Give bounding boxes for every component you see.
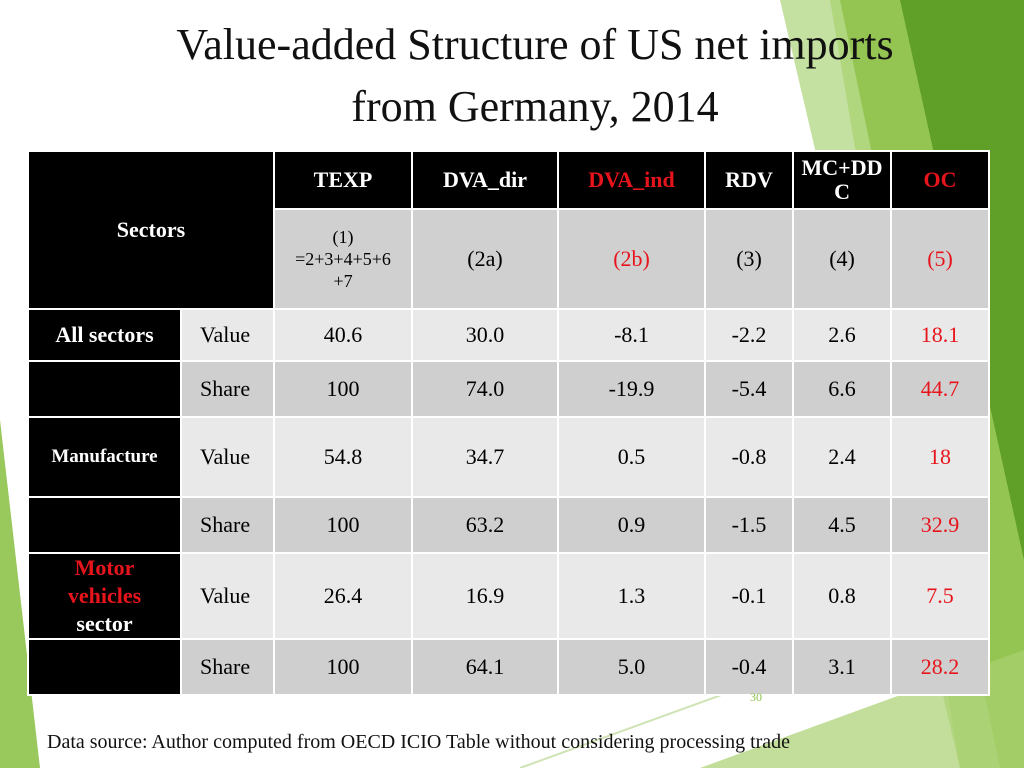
formula-texp: (1) =2+3+4+5+6 +7 bbox=[273, 208, 414, 310]
cell-texp: 100 bbox=[273, 496, 414, 554]
cell-rdv: -2.2 bbox=[704, 308, 795, 362]
formula-mcddc: (4) bbox=[792, 208, 893, 310]
header-oc: OC bbox=[890, 150, 991, 210]
table-row: Share 100 63.2 0.9 -1.5 4.5 32.9 bbox=[27, 496, 991, 554]
cell-rdv: -0.4 bbox=[704, 638, 795, 696]
header-rdv: RDV bbox=[704, 150, 795, 210]
cell-texp: 54.8 bbox=[273, 416, 414, 498]
table-row: Manufacture Value 54.8 34.7 0.5 -0.8 2.4… bbox=[27, 416, 991, 498]
cell-oc: 7.5 bbox=[890, 552, 991, 640]
source-note: Data source: Author computed from OECD I… bbox=[47, 731, 791, 753]
cell-texp: 26.4 bbox=[273, 552, 414, 640]
formula-texp-line1: (1) bbox=[332, 227, 354, 247]
cell-dva-dir: 34.7 bbox=[411, 416, 560, 498]
cell-mcddc: 2.4 bbox=[792, 416, 893, 498]
sectors-header: Sectors bbox=[26, 150, 276, 310]
formula-texp-line3: +7 bbox=[333, 271, 353, 291]
cell-dva-ind: 0.5 bbox=[557, 416, 707, 498]
cell-dva-ind: 1.3 bbox=[557, 552, 707, 640]
row-kind: Value bbox=[179, 416, 276, 498]
formula-dva-dir: (2a) bbox=[411, 208, 560, 310]
table-row: Motor vehicles sector Value 26.4 16.9 1.… bbox=[27, 552, 991, 640]
header-mcddc-part2: C bbox=[834, 179, 850, 204]
page-number: 30 bbox=[750, 690, 762, 704]
cell-dva-ind: -19.9 bbox=[557, 360, 707, 418]
cell-texp: 100 bbox=[273, 638, 414, 696]
cell-dva-dir: 63.2 bbox=[411, 496, 560, 554]
cell-oc: 18 bbox=[890, 416, 991, 498]
header-dva-ind: DVA_ind bbox=[557, 150, 707, 210]
header-texp: TEXP bbox=[273, 150, 414, 210]
row-kind: Value bbox=[179, 308, 276, 362]
cell-texp: 40.6 bbox=[273, 308, 414, 362]
cell-texp: 100 bbox=[273, 360, 414, 418]
cell-mcddc: 2.6 bbox=[792, 308, 893, 362]
cell-rdv: -1.5 bbox=[704, 496, 795, 554]
cell-oc: 32.9 bbox=[890, 496, 991, 554]
title-line-2: from Germany, 2014 bbox=[351, 82, 719, 131]
cell-rdv: -0.1 bbox=[704, 552, 795, 640]
cell-oc: 18.1 bbox=[890, 308, 991, 362]
header-mcddc: MC+DD C bbox=[792, 150, 893, 210]
formula-row: (1) =2+3+4+5+6 +7 (2a) (2b) (3) (4) (5) bbox=[28, 208, 991, 310]
cell-dva-dir: 74.0 bbox=[411, 360, 560, 418]
motor-label-line1: Motor bbox=[74, 555, 135, 580]
row-label-manufacture: Manufacture bbox=[27, 416, 182, 498]
header-row: Sectors TEXP DVA_dir DVA_ind RDV MC+DD C… bbox=[26, 150, 991, 310]
cell-dva-ind: 0.9 bbox=[557, 496, 707, 554]
cell-dva-ind: -8.1 bbox=[557, 308, 707, 362]
table-row: All sectors Value 40.6 30.0 -8.1 -2.2 2.… bbox=[27, 308, 991, 362]
motor-label-line2: vehicles bbox=[67, 583, 142, 608]
row-kind: Share bbox=[179, 638, 276, 696]
cell-dva-ind: 5.0 bbox=[557, 638, 707, 696]
row-kind: Share bbox=[179, 496, 276, 554]
row-kind: Share bbox=[179, 360, 276, 418]
cell-mcddc: 4.5 bbox=[792, 496, 893, 554]
cell-mcddc: 0.8 bbox=[792, 552, 893, 640]
cell-dva-dir: 64.1 bbox=[411, 638, 560, 696]
formula-rdv: (3) bbox=[704, 208, 795, 310]
value-added-table: Sectors TEXP DVA_dir DVA_ind RDV MC+DD C… bbox=[26, 150, 991, 696]
row-label-empty bbox=[27, 496, 182, 554]
cell-oc: 44.7 bbox=[890, 360, 991, 418]
row-kind: Value bbox=[179, 552, 276, 640]
cell-oc: 28.2 bbox=[890, 638, 991, 696]
row-label-empty bbox=[27, 638, 182, 696]
cell-rdv: -0.8 bbox=[704, 416, 795, 498]
header-dva-dir: DVA_dir bbox=[411, 150, 560, 210]
formula-dva-ind: (2b) bbox=[557, 208, 707, 310]
cell-dva-dir: 16.9 bbox=[411, 552, 560, 640]
header-mcddc-part1: MC+DD bbox=[801, 155, 883, 180]
slide-title: Value-added Structure of US net imports … bbox=[60, 14, 1010, 138]
title-line-1: Value-added Structure of US net imports bbox=[176, 20, 894, 69]
row-label-motor-vehicles: Motor vehicles sector bbox=[27, 552, 182, 640]
formula-texp-line2: =2+3+4+5+6 bbox=[295, 249, 391, 269]
motor-label-line3: sector bbox=[76, 611, 133, 636]
cell-mcddc: 3.1 bbox=[792, 638, 893, 696]
row-label-all-sectors: All sectors bbox=[27, 308, 182, 362]
cell-dva-dir: 30.0 bbox=[411, 308, 560, 362]
table-row: Share 100 74.0 -19.9 -5.4 6.6 44.7 bbox=[27, 360, 991, 418]
cell-mcddc: 6.6 bbox=[792, 360, 893, 418]
cell-rdv: -5.4 bbox=[704, 360, 795, 418]
row-label-empty bbox=[27, 360, 182, 418]
formula-oc: (5) bbox=[890, 208, 991, 310]
table-row: Share 100 64.1 5.0 -0.4 3.1 28.2 bbox=[27, 638, 991, 696]
